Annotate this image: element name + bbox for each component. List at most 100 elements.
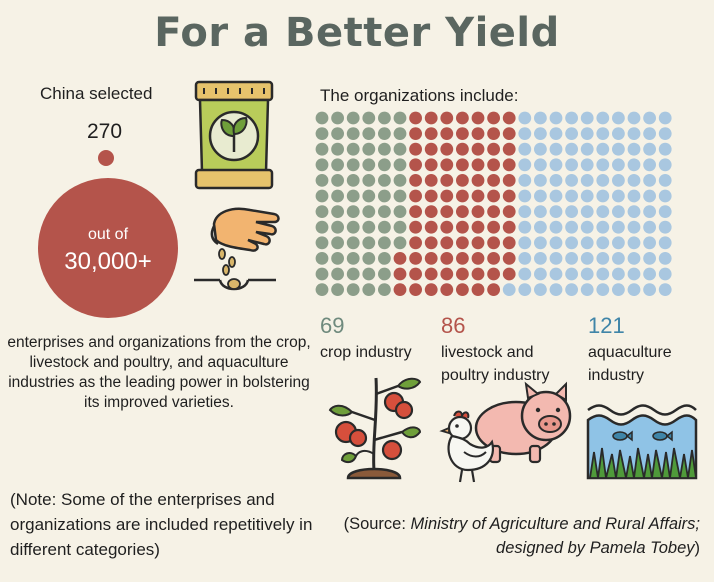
dot-livestock	[424, 283, 438, 296]
dot-crop	[362, 220, 376, 234]
dot-livestock	[471, 220, 485, 234]
dot-aquaculture	[534, 267, 547, 281]
dot-aquaculture	[580, 142, 594, 156]
dot-aquaculture	[518, 158, 532, 172]
dot-aquaculture	[658, 189, 672, 203]
dot-aquaculture	[612, 205, 625, 218]
dot-livestock	[471, 158, 485, 172]
dot-aquaculture	[518, 267, 532, 281]
dot-aquaculture	[565, 127, 578, 140]
dot-livestock	[440, 174, 454, 187]
dot-aquaculture	[534, 158, 547, 172]
dot-livestock	[424, 174, 438, 187]
dot-aquaculture	[643, 205, 656, 218]
dot-aquaculture	[658, 127, 672, 140]
dot-aquaculture	[658, 142, 672, 156]
dot-crop	[362, 174, 376, 187]
dot-aquaculture	[627, 158, 641, 172]
dot-crop	[315, 142, 329, 156]
seed-bag-icon	[194, 80, 274, 190]
dot-aquaculture	[627, 205, 641, 218]
dot-crop	[393, 236, 407, 250]
dot-livestock	[456, 205, 469, 218]
dot-aquaculture	[565, 111, 578, 125]
dot-aquaculture	[534, 220, 547, 234]
dot-aquaculture	[580, 205, 594, 218]
selected-dot	[98, 150, 114, 166]
hand-sowing-icon	[194, 207, 280, 291]
dot-livestock	[409, 127, 422, 140]
dot-crop	[331, 158, 344, 172]
dot-crop	[331, 142, 344, 156]
dot-crop	[362, 142, 376, 156]
dot-aquaculture	[596, 283, 610, 296]
dot-aquaculture	[627, 174, 641, 187]
dot-livestock	[487, 189, 500, 203]
dot-livestock	[393, 283, 407, 296]
dot-crop	[331, 267, 344, 281]
dot-livestock	[456, 111, 469, 125]
dot-crop	[346, 252, 360, 265]
dot-aquaculture	[534, 205, 547, 218]
dot-livestock	[502, 236, 516, 250]
dot-crop	[346, 205, 360, 218]
dot-crop	[393, 158, 407, 172]
dot-crop	[378, 111, 391, 125]
dot-matrix-chart	[315, 111, 672, 296]
dot-livestock	[502, 189, 516, 203]
note-text: (Note: Some of the enterprises and organ…	[10, 490, 313, 559]
dot-crop	[315, 174, 329, 187]
dot-livestock	[409, 111, 422, 125]
dot-aquaculture	[565, 142, 578, 156]
dot-crop	[362, 236, 376, 250]
dot-crop	[378, 283, 391, 296]
dot-livestock	[424, 158, 438, 172]
dot-aquaculture	[580, 158, 594, 172]
dot-aquaculture	[643, 127, 656, 140]
dot-livestock	[440, 283, 454, 296]
dot-livestock	[487, 205, 500, 218]
dot-livestock	[471, 205, 485, 218]
dot-aquaculture	[596, 220, 610, 234]
fish-water-icon	[586, 404, 698, 480]
dot-crop	[315, 111, 329, 125]
dot-aquaculture	[549, 142, 563, 156]
dot-livestock	[440, 142, 454, 156]
dot-aquaculture	[580, 252, 594, 265]
dot-aquaculture	[518, 220, 532, 234]
dot-livestock	[456, 283, 469, 296]
dot-aquaculture	[534, 111, 547, 125]
dot-livestock	[456, 236, 469, 250]
dot-livestock	[409, 205, 422, 218]
dot-aquaculture	[549, 267, 563, 281]
dot-livestock	[456, 220, 469, 234]
dot-crop	[346, 158, 360, 172]
dot-crop	[378, 236, 391, 250]
dot-aquaculture	[612, 252, 625, 265]
dot-aquaculture	[549, 220, 563, 234]
dot-crop	[393, 142, 407, 156]
dot-livestock	[502, 111, 516, 125]
dot-aquaculture	[627, 189, 641, 203]
organizations-title: The organizations include:	[320, 86, 519, 105]
dot-crop	[315, 158, 329, 172]
dot-aquaculture	[627, 111, 641, 125]
dot-aquaculture	[627, 236, 641, 250]
dot-crop	[346, 189, 360, 203]
dot-crop	[378, 267, 391, 281]
dot-livestock	[471, 174, 485, 187]
dot-aquaculture	[612, 142, 625, 156]
dot-crop	[378, 127, 391, 140]
dot-aquaculture	[580, 267, 594, 281]
dot-aquaculture	[643, 220, 656, 234]
dot-crop	[315, 267, 329, 281]
dot-aquaculture	[565, 236, 578, 250]
pig-icon	[474, 381, 572, 464]
dot-crop	[315, 189, 329, 203]
dot-livestock	[456, 267, 469, 281]
dot-livestock	[471, 189, 485, 203]
dot-aquaculture	[596, 127, 610, 140]
tomato-plant-icon	[328, 377, 422, 480]
dot-crop	[346, 174, 360, 187]
dot-aquaculture	[658, 220, 672, 234]
